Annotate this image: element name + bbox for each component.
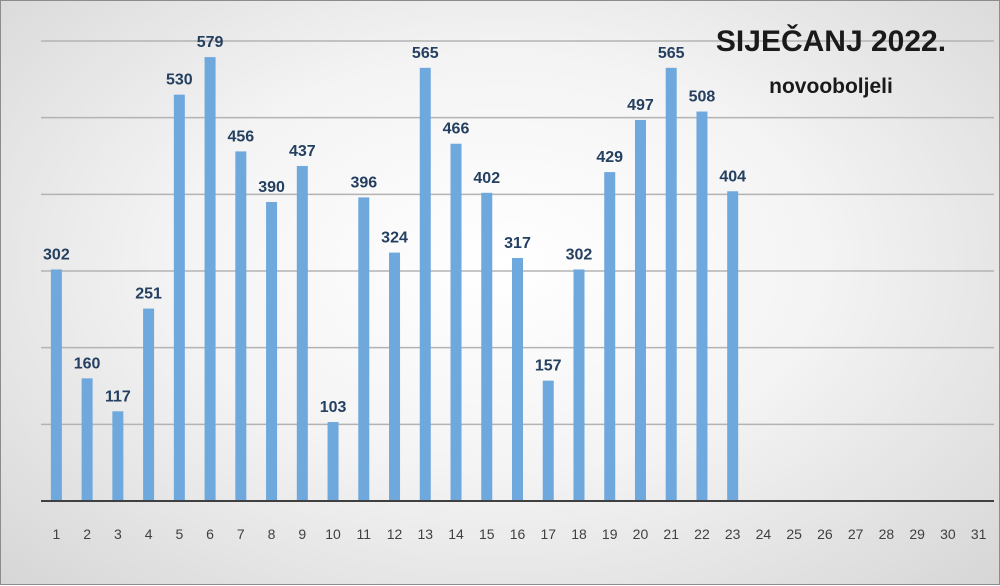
x-tick-label: 21: [663, 526, 679, 542]
data-label: 103: [320, 399, 347, 416]
x-tick-label: 3: [114, 526, 122, 542]
x-tick-label: 8: [268, 526, 276, 542]
x-tick-label: 16: [510, 526, 526, 542]
data-label: 497: [627, 97, 654, 114]
bar: [634, 119, 646, 501]
x-tick-labels: 1 2 3 4 5 6 7 8 9 10 11 12 13 14 15 16 17 18 19 20 21 22 23 24 2…: [52, 526, 986, 542]
bar: [358, 197, 370, 501]
x-tick-label: 12: [387, 526, 403, 542]
x-tick-label: 27: [848, 526, 864, 542]
x-tick-label: 23: [725, 526, 741, 542]
bar: [542, 380, 554, 501]
bar: [204, 57, 216, 501]
data-label: 251: [135, 286, 162, 303]
x-tick-label: 5: [175, 526, 183, 542]
bar: [50, 269, 62, 501]
x-tick-label: 17: [540, 526, 556, 542]
bar: [143, 308, 155, 501]
bar: [512, 257, 523, 501]
x-tick-label: 22: [694, 526, 710, 542]
data-label: 117: [105, 388, 131, 405]
x-tick-label: 14: [448, 526, 464, 542]
x-tick-label: 28: [879, 526, 895, 542]
x-tick-label: 4: [145, 526, 153, 542]
x-tick-label: 2: [83, 526, 91, 542]
chart-title: SIJEČANJ 2022.: [716, 24, 946, 58]
bar: [419, 67, 431, 501]
data-label: 565: [658, 45, 685, 62]
x-tick-label: 9: [298, 526, 306, 542]
bar: [389, 252, 401, 501]
x-tick-label: 11: [357, 526, 372, 542]
data-label: 157: [535, 358, 562, 375]
bar: [696, 111, 708, 502]
bar: [327, 422, 339, 501]
data-label: 579: [197, 34, 224, 51]
x-tick-label: 10: [325, 526, 341, 542]
data-label: 437: [289, 143, 316, 160]
data-label: 160: [74, 355, 101, 372]
bar: [665, 67, 677, 501]
x-tick-label: 20: [633, 526, 649, 542]
data-label: 302: [43, 246, 70, 263]
x-tick-label: 7: [237, 526, 245, 542]
bar: [296, 165, 308, 501]
x-tick-label: 29: [909, 526, 925, 542]
x-tick-label: 6: [206, 526, 214, 542]
chart-subtitle: novooboljeli: [769, 75, 893, 98]
bar: [573, 269, 585, 501]
bar: [173, 94, 185, 502]
data-label: 390: [258, 179, 285, 196]
bar: [112, 411, 124, 501]
x-tick-label: 1: [52, 526, 60, 542]
bars: [50, 57, 739, 502]
data-label: 404: [719, 168, 746, 185]
bar: [450, 143, 462, 501]
x-tick-label: 18: [571, 526, 587, 542]
x-tick-label: 30: [940, 526, 956, 542]
x-tick-label: 19: [602, 526, 618, 542]
data-label: 508: [689, 89, 716, 106]
x-tick-label: 26: [817, 526, 833, 542]
bar: [81, 378, 93, 501]
data-label: 466: [443, 121, 470, 138]
data-label: 429: [596, 149, 623, 166]
bar: [727, 191, 739, 501]
data-label: 302: [566, 246, 593, 263]
data-label: 396: [350, 174, 377, 191]
bar: [266, 202, 278, 501]
data-label: 530: [166, 72, 193, 89]
x-tick-label: 24: [756, 526, 772, 542]
data-label: 402: [473, 170, 500, 187]
data-label: 317: [504, 235, 531, 252]
x-tick-label: 13: [417, 526, 433, 542]
bar: [235, 151, 247, 501]
x-tick-label: 15: [479, 526, 495, 542]
bar: [481, 192, 493, 502]
bar: [604, 172, 616, 501]
x-tick-label: 31: [971, 526, 987, 542]
data-label: 324: [381, 230, 408, 247]
data-label: 456: [227, 128, 254, 145]
data-label: 565: [412, 45, 439, 62]
x-tick-label: 25: [786, 526, 802, 542]
